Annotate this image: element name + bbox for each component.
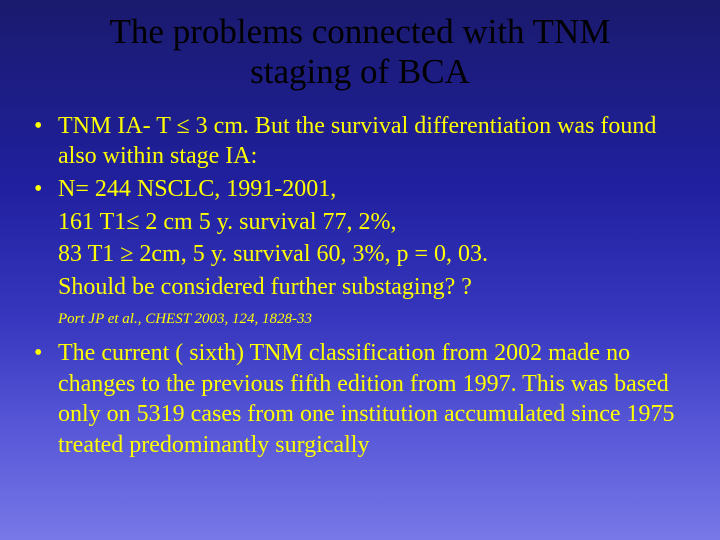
bullet-list-2: The current ( sixth) TNM classification … xyxy=(30,338,690,461)
bullet-item: TNM IA- T ≤ 3 cm. But the survival diffe… xyxy=(30,111,690,172)
bullet-text: The current ( sixth) TNM classification … xyxy=(58,340,675,458)
bullet-list-1: TNM IA- T ≤ 3 cm. But the survival diffe… xyxy=(30,111,690,205)
bullet-continuation: Should be considered further substaging?… xyxy=(30,272,690,303)
bullet-item: N= 244 NSCLC, 1991-2001, xyxy=(30,174,690,205)
bullet-item: The current ( sixth) TNM classification … xyxy=(30,338,690,461)
bullet-continuation: 83 T1 ≥ 2cm, 5 y. survival 60, 3%, p = 0… xyxy=(30,239,690,270)
bullet-text: N= 244 NSCLC, 1991-2001, xyxy=(58,176,336,202)
bullet-text: TNM IA- T ≤ 3 cm. But the survival diffe… xyxy=(58,113,656,170)
bullet-continuation: 161 T1≤ 2 cm 5 y. survival 77, 2%, xyxy=(30,207,690,238)
citation-text: Port JP et al., CHEST 2003, 124, 1828-33 xyxy=(30,311,690,328)
slide-title: The problems connected with TNM staging … xyxy=(30,12,690,93)
slide: The problems connected with TNM staging … xyxy=(0,0,720,540)
